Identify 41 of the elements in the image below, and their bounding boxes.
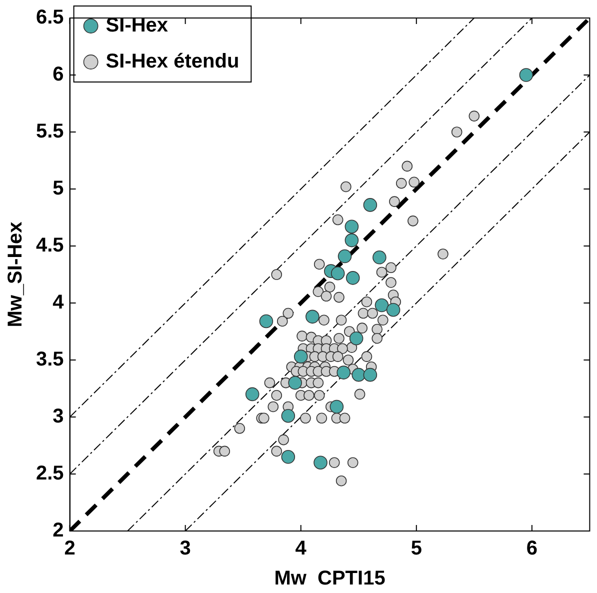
point bbox=[346, 271, 360, 285]
legend-label: SI-Hex étendu bbox=[106, 50, 240, 73]
point bbox=[344, 220, 359, 234]
y-tick-label: 3.5 bbox=[36, 348, 64, 371]
point bbox=[519, 68, 534, 82]
y-tick-label: 2 bbox=[52, 520, 64, 542]
x-tick-label: 6 bbox=[526, 538, 538, 560]
point bbox=[363, 368, 378, 382]
point bbox=[352, 368, 366, 382]
y-tick-label: 6.5 bbox=[36, 6, 64, 29]
point bbox=[281, 408, 296, 423]
point bbox=[330, 266, 345, 280]
point bbox=[245, 387, 260, 402]
point bbox=[338, 249, 352, 264]
point bbox=[349, 331, 364, 346]
point bbox=[386, 302, 400, 317]
point bbox=[314, 456, 328, 470]
legend-label: SI-Hex bbox=[106, 14, 168, 37]
x-tick-label: 5 bbox=[410, 538, 422, 560]
point bbox=[306, 310, 320, 324]
point bbox=[294, 350, 308, 364]
y-tick-label: 4 bbox=[52, 292, 65, 314]
y-tick-label: 2.5 bbox=[36, 462, 64, 485]
point bbox=[281, 450, 296, 464]
y-tick-label: 3 bbox=[52, 406, 64, 428]
point bbox=[259, 314, 274, 328]
point bbox=[374, 298, 389, 312]
point bbox=[363, 198, 378, 212]
point bbox=[344, 233, 359, 248]
point bbox=[336, 366, 351, 380]
x-tick-label: 4 bbox=[295, 538, 308, 560]
y-tick-label: 5.5 bbox=[36, 120, 64, 143]
x-axis-title: Mw CPTI15 bbox=[274, 568, 386, 590]
point bbox=[288, 376, 302, 390]
x-tick-label: 3 bbox=[180, 538, 191, 560]
y-tick-label: 6 bbox=[52, 64, 64, 86]
point bbox=[330, 400, 344, 414]
y-tick-label: 5 bbox=[52, 178, 64, 200]
point bbox=[372, 250, 386, 264]
y-axis-title: Mw_SI-Hex bbox=[4, 222, 27, 328]
y-tick-label: 4.5 bbox=[36, 234, 64, 257]
